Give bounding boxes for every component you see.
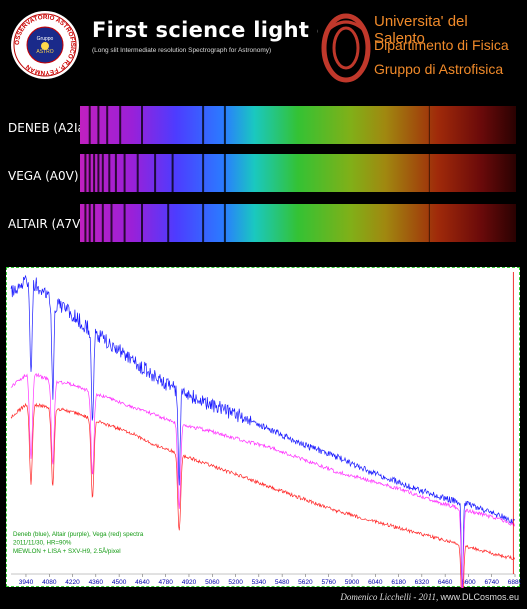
absorption-line (136, 154, 139, 192)
spectrum-strip-altair (80, 203, 516, 243)
spectrum-band (80, 154, 516, 192)
x-tick-label: 5060 (205, 579, 220, 586)
spectra-plot-svg: 3940 4080 4220 4360 4500 4640 4780 4920 5060 5200… (10, 272, 521, 588)
x-tick-label: 4220 (65, 579, 80, 586)
absorption-line (202, 106, 205, 144)
page-subtitle: (Long slit Intermediate resolution Spect… (92, 47, 272, 54)
x-tick-label: 5340 (252, 579, 267, 586)
absorption-line (202, 154, 205, 192)
spectrum-label-deneb: DENEB (A2Ia) (8, 121, 90, 135)
absorption-line (428, 106, 430, 144)
absorption-line (167, 204, 170, 242)
absorption-line (428, 154, 430, 192)
x-tick-label: 5900 (345, 579, 360, 586)
logo-inner-top: Gruppo (37, 36, 54, 42)
group-name: Gruppo di Astrofisica (374, 61, 504, 77)
legend-line: MEWLON + LISA + SXV-H9, 2.5Å/pixel (13, 548, 121, 555)
absorption-line (123, 204, 126, 242)
credit-line: Domenico Licchelli - 2011, www.DLCosmos.… (340, 592, 519, 602)
observatory-logo: OSSERVATORIO ASTROFISICO R.P. FEYNMAN Gr… (11, 11, 79, 79)
series-line-deneb (10, 274, 515, 588)
absorption-line (97, 154, 100, 192)
absorption-line (101, 204, 104, 242)
x-tick-label: 6600 (461, 579, 476, 586)
credit-author: Domenico Licchelli - 2011, (340, 592, 439, 602)
logo-inner-bottom: ASTRO (36, 49, 53, 55)
absorption-line (223, 204, 226, 242)
x-tick-label: 5200 (228, 579, 243, 586)
series-line-altair (10, 372, 516, 588)
credit-site: www.DLCosmos.eu (440, 592, 519, 602)
absorption-line (141, 106, 143, 144)
absorption-line (101, 154, 104, 192)
absorption-line (108, 154, 111, 192)
absorption-line (202, 204, 205, 242)
absorption-line (114, 154, 117, 192)
absorption-line (123, 154, 126, 192)
absorption-line (223, 106, 226, 144)
spectrum-band (80, 106, 516, 144)
university-logo: Universita' del Salento Dipartimento di … (318, 10, 516, 86)
x-tick-label: 4080 (42, 579, 57, 586)
absorption-line (141, 204, 143, 242)
absorption-line (106, 106, 109, 144)
absorption-line (223, 154, 226, 192)
x-tick-label: 6880 (508, 579, 521, 586)
spectrum-band (80, 204, 516, 242)
spectrum-label-altair: ALTAIR (A7V) (8, 217, 85, 231)
absorption-line (171, 154, 174, 192)
absorption-line (88, 204, 91, 242)
absorption-line (97, 106, 100, 144)
x-tick-label: 5480 (275, 579, 290, 586)
spectrum-strip-deneb (80, 105, 516, 145)
x-tick-label: 3940 (19, 579, 34, 586)
x-tick-label: 6040 (368, 579, 383, 586)
x-tick-label: 6740 (484, 579, 499, 586)
legend-line: Deneb (blue), Altair (purple), Vega (red… (13, 531, 144, 538)
seal-icon (321, 13, 371, 83)
absorption-line (428, 204, 430, 242)
x-tick-label: 6320 (415, 579, 430, 586)
absorption-line (119, 106, 122, 144)
x-tick-label: 5620 (298, 579, 313, 586)
department-name: Dipartimento di Fisica (374, 37, 509, 53)
university-name: Universita' del Salento (374, 13, 468, 47)
x-tick-label: 4920 (182, 579, 197, 586)
absorption-line (154, 154, 157, 192)
legend-line: 2011/11/30, HR=90% (13, 540, 72, 547)
absorption-line (88, 106, 91, 144)
absorption-line (110, 204, 113, 242)
x-tick-label: 4500 (112, 579, 127, 586)
x-tick-label: 6180 (391, 579, 406, 586)
x-tick-label: 5760 (321, 579, 336, 586)
x-tick-label: 6460 (438, 579, 453, 586)
spectra-plot: 3940 4080 4220 4360 4500 4640 4780 4920 5060 5200… (6, 267, 521, 588)
x-tick-label: 4360 (89, 579, 104, 586)
spectrum-label-vega: VEGA (A0V) (8, 169, 79, 183)
absorption-line (93, 154, 96, 192)
absorption-line (84, 154, 87, 192)
x-tick-label: 4640 (135, 579, 150, 586)
x-tick-label: 4780 (158, 579, 173, 586)
absorption-line (84, 204, 87, 242)
absorption-line (88, 154, 91, 192)
series-line-vega (10, 402, 516, 588)
spectrum-strip-vega (80, 153, 516, 193)
absorption-line (93, 204, 96, 242)
